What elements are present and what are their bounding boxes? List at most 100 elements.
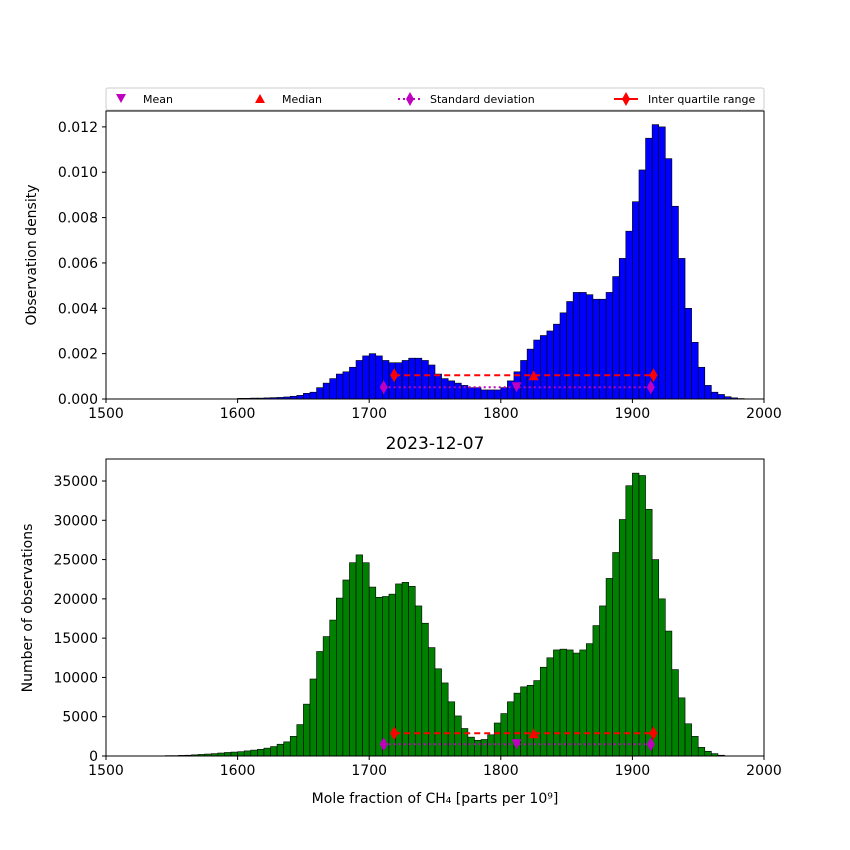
count-bar bbox=[566, 649, 574, 757]
density-bar bbox=[572, 292, 581, 400]
density-bar bbox=[612, 276, 620, 400]
count-bar bbox=[368, 586, 377, 757]
density-bar bbox=[618, 258, 627, 400]
count-median-marker bbox=[528, 728, 539, 739]
density-axes-frame bbox=[105, 110, 765, 400]
count-bars bbox=[164, 472, 725, 757]
density-bar bbox=[480, 389, 488, 400]
legend-mean-label: Mean bbox=[143, 93, 173, 106]
density-bar bbox=[546, 330, 554, 400]
count-bar bbox=[500, 713, 508, 757]
count-bar bbox=[428, 647, 436, 757]
count-bar bbox=[276, 743, 284, 757]
count-bar bbox=[296, 724, 304, 757]
density-x-tick-label: 1900 bbox=[615, 406, 651, 422]
density-bar bbox=[474, 387, 482, 400]
count-bar bbox=[224, 752, 232, 757]
density-bar bbox=[467, 387, 475, 400]
density-bar bbox=[520, 360, 528, 400]
density-bar bbox=[691, 342, 699, 400]
count-bar bbox=[651, 559, 660, 757]
density-bar bbox=[401, 360, 409, 400]
legend-frame bbox=[105, 87, 765, 111]
density-histogram-panel: 1500 1600 1700 1800 1900 2000 0.000 0.002 0.004… bbox=[24, 110, 782, 422]
legend-std-label: Standard deviation bbox=[430, 93, 535, 106]
count-bar bbox=[283, 741, 291, 757]
density-x-tick-label: 1500 bbox=[88, 406, 124, 422]
density-bar bbox=[362, 355, 370, 400]
count-bar bbox=[289, 736, 298, 757]
density-x-tick-label: 1700 bbox=[351, 406, 387, 422]
density-bar bbox=[322, 382, 331, 400]
count-iqr-high-marker bbox=[649, 726, 658, 741]
density-bar bbox=[592, 298, 600, 400]
count-y-tick-label: 5000 bbox=[62, 710, 98, 726]
density-bar bbox=[638, 169, 646, 400]
density-bar bbox=[349, 366, 357, 400]
count-bar bbox=[395, 583, 403, 757]
density-bar bbox=[335, 373, 344, 400]
legend-std-marker bbox=[406, 92, 414, 106]
count-bar bbox=[579, 649, 587, 757]
count-y-tick-label: 35000 bbox=[53, 474, 98, 490]
legend-median-marker bbox=[255, 94, 265, 103]
count-x-tick-label: 1700 bbox=[351, 763, 387, 779]
density-bar bbox=[704, 385, 712, 400]
density-bar bbox=[493, 389, 502, 400]
count-bar bbox=[678, 697, 686, 757]
density-bar bbox=[421, 360, 429, 400]
count-bar bbox=[671, 669, 679, 757]
count-bar bbox=[592, 625, 600, 757]
count-bar bbox=[309, 678, 317, 757]
count-bar bbox=[421, 622, 429, 757]
density-bar bbox=[316, 387, 324, 400]
count-bar bbox=[664, 630, 673, 757]
count-y-tick-label: 30000 bbox=[53, 513, 98, 529]
count-y-tick-label: 15000 bbox=[53, 631, 98, 647]
count-bar bbox=[303, 703, 311, 757]
density-iqr-low-marker bbox=[390, 368, 399, 383]
density-bar bbox=[579, 292, 587, 400]
count-bar bbox=[316, 651, 324, 757]
density-bar bbox=[533, 339, 541, 400]
density-bar bbox=[684, 307, 692, 400]
count-bar bbox=[230, 751, 238, 757]
count-x-tick-label: 2000 bbox=[746, 763, 782, 779]
count-bar bbox=[507, 701, 515, 757]
count-y-tick-label: 25000 bbox=[53, 553, 98, 569]
count-std-low-marker bbox=[379, 737, 388, 752]
density-y-tick-label: 0.006 bbox=[58, 256, 98, 272]
density-std-low-marker bbox=[379, 380, 388, 395]
count-x-tick-label: 1900 bbox=[615, 763, 651, 779]
count-x-ticks: 1500 1600 1700 1800 1900 2000 bbox=[88, 756, 782, 779]
count-bar bbox=[250, 749, 258, 757]
density-bar bbox=[605, 292, 613, 400]
legend: Mean Median Standard deviation Inter qua… bbox=[105, 87, 765, 111]
density-median-marker bbox=[528, 370, 539, 381]
count-bar bbox=[586, 643, 594, 757]
density-x-tick-label: 2000 bbox=[746, 406, 782, 422]
count-bar bbox=[263, 747, 271, 757]
density-bar bbox=[375, 355, 383, 400]
count-x-tick-label: 1600 bbox=[220, 763, 256, 779]
density-y-axis-label: Observation density bbox=[24, 184, 40, 325]
count-bar bbox=[454, 715, 462, 757]
count-bar bbox=[546, 657, 554, 757]
count-bar bbox=[349, 562, 357, 757]
density-bar bbox=[428, 364, 436, 400]
density-bar bbox=[539, 335, 548, 400]
density-x-ticks: 1500 1600 1700 1800 1900 2000 bbox=[88, 399, 782, 422]
count-bar bbox=[382, 596, 390, 757]
count-bar bbox=[638, 475, 646, 757]
density-bar bbox=[599, 298, 607, 400]
count-bar bbox=[704, 750, 712, 757]
density-x-tick-label: 1800 bbox=[483, 406, 519, 422]
count-bar bbox=[329, 619, 337, 757]
count-iqr-low-marker bbox=[390, 726, 399, 741]
legend-median-label: Median bbox=[282, 93, 322, 106]
density-bar bbox=[355, 360, 363, 400]
density-bar bbox=[625, 230, 633, 400]
density-bars bbox=[237, 124, 745, 400]
count-bar bbox=[526, 684, 534, 757]
density-bar bbox=[296, 395, 304, 400]
